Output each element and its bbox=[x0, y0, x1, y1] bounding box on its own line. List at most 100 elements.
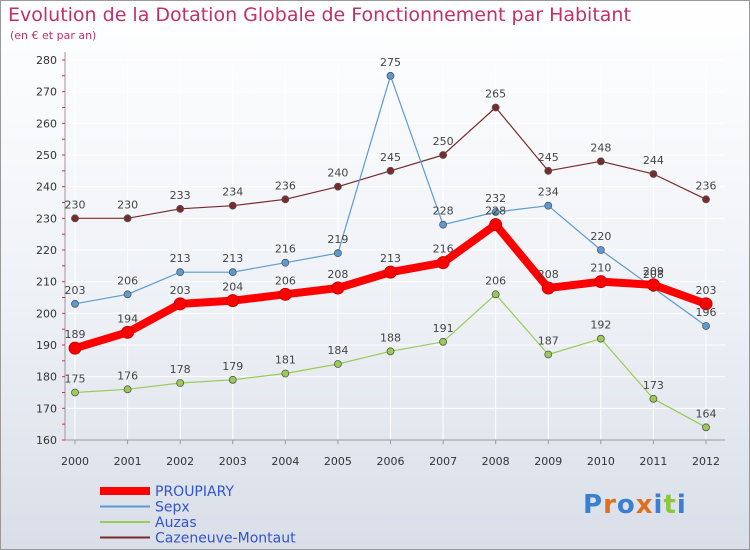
data-point bbox=[228, 268, 237, 277]
data-point bbox=[278, 287, 292, 301]
data-label: 230 bbox=[117, 198, 138, 211]
data-point bbox=[123, 385, 132, 394]
data-label: 192 bbox=[590, 319, 611, 332]
data-point bbox=[489, 218, 503, 232]
y-tick-label: 250 bbox=[36, 149, 57, 162]
data-point bbox=[699, 297, 713, 311]
data-label: 208 bbox=[327, 268, 348, 281]
data-point bbox=[544, 350, 553, 359]
data-label: 232 bbox=[485, 192, 506, 205]
data-label: 210 bbox=[590, 262, 611, 275]
y-tick-label: 230 bbox=[36, 212, 57, 225]
data-point bbox=[702, 423, 710, 432]
y-tick-label: 200 bbox=[36, 307, 57, 320]
x-tick-label: 2010 bbox=[587, 455, 615, 468]
data-label: 179 bbox=[222, 360, 243, 373]
y-tick-label: 170 bbox=[36, 402, 57, 415]
data-point bbox=[281, 195, 290, 204]
data-label: 240 bbox=[327, 167, 348, 180]
data-point bbox=[121, 325, 135, 339]
data-point bbox=[386, 166, 395, 175]
data-point bbox=[491, 103, 500, 112]
data-label: 216 bbox=[433, 243, 454, 256]
data-label: 245 bbox=[538, 151, 559, 164]
data-label: 203 bbox=[170, 284, 191, 297]
data-label: 187 bbox=[538, 335, 559, 348]
data-point bbox=[439, 220, 447, 229]
data-point bbox=[596, 334, 605, 343]
data-point bbox=[226, 294, 240, 308]
y-tick-label: 220 bbox=[36, 244, 57, 257]
data-label: 248 bbox=[590, 141, 611, 154]
data-point bbox=[384, 265, 397, 279]
data-point bbox=[386, 347, 395, 356]
x-tick-label: 2012 bbox=[692, 455, 720, 468]
data-point bbox=[71, 299, 79, 308]
axes bbox=[62, 52, 725, 444]
x-tick-label: 2011 bbox=[639, 455, 667, 468]
data-point bbox=[176, 204, 185, 213]
x-tick-label: 2005 bbox=[324, 455, 352, 468]
data-label: 206 bbox=[485, 274, 506, 287]
x-tick-label: 2003 bbox=[219, 455, 247, 468]
data-label: 191 bbox=[433, 322, 454, 335]
data-label: 219 bbox=[327, 233, 348, 246]
y-tick-label: 190 bbox=[36, 339, 57, 352]
data-label: 233 bbox=[170, 189, 191, 202]
data-label: 206 bbox=[117, 274, 138, 287]
data-label: 176 bbox=[117, 369, 138, 382]
x-tick-label: 2000 bbox=[61, 455, 89, 468]
data-label: 220 bbox=[590, 230, 611, 243]
grid-lines bbox=[65, 59, 725, 441]
x-tick-label: 2004 bbox=[271, 455, 299, 468]
data-point bbox=[544, 166, 553, 175]
data-point bbox=[436, 256, 450, 270]
data-point bbox=[596, 246, 605, 254]
data-point bbox=[68, 341, 82, 355]
data-label: 213 bbox=[170, 252, 191, 265]
data-label: 208 bbox=[643, 268, 664, 281]
data-label: 230 bbox=[65, 198, 86, 211]
x-tick-labels: 2000 2001 2002 2003 2004 2005 2006 2007 2008 2009… bbox=[61, 455, 720, 468]
data-label: 203 bbox=[65, 284, 86, 297]
legend-label: PROUPIARY bbox=[155, 484, 234, 500]
y-tick-label: 240 bbox=[36, 181, 57, 194]
data-label: 181 bbox=[275, 354, 296, 367]
data-point bbox=[71, 214, 79, 223]
data-label: 216 bbox=[275, 243, 296, 256]
x-tick-label: 2008 bbox=[482, 455, 510, 468]
x-tick-label: 2002 bbox=[166, 455, 194, 468]
chart-subtitle: (en € et par an) bbox=[10, 29, 97, 42]
data-point bbox=[123, 290, 132, 299]
y-tick-label: 180 bbox=[36, 371, 57, 384]
data-label: 234 bbox=[538, 186, 559, 199]
data-point bbox=[176, 379, 185, 387]
proxiti-logo: Proxiti bbox=[583, 490, 687, 520]
data-labels: 189 194 203 204 206 208 213 216 228 208 210 209 203 2… bbox=[65, 56, 717, 421]
data-point bbox=[334, 360, 342, 368]
data-label: 213 bbox=[222, 252, 243, 265]
data-label: 250 bbox=[433, 135, 454, 148]
data-point bbox=[649, 170, 658, 178]
data-label: 203 bbox=[696, 284, 717, 297]
x-tick-label: 2001 bbox=[114, 455, 142, 468]
legend-label: Sepx bbox=[155, 500, 190, 516]
data-point bbox=[594, 275, 608, 289]
x-tick-label: 2007 bbox=[429, 455, 457, 468]
data-point bbox=[702, 195, 710, 204]
y-tick-label: 280 bbox=[36, 54, 57, 67]
data-label: 236 bbox=[696, 179, 717, 192]
data-point bbox=[176, 268, 185, 277]
data-label: 189 bbox=[65, 328, 86, 341]
y-tick-label: 270 bbox=[36, 86, 57, 99]
data-label: 204 bbox=[222, 281, 243, 294]
data-point bbox=[702, 322, 710, 330]
data-point bbox=[544, 201, 553, 210]
data-point bbox=[123, 214, 132, 223]
data-label: 184 bbox=[327, 344, 348, 357]
data-point bbox=[649, 394, 658, 403]
data-point bbox=[331, 281, 345, 295]
data-point bbox=[439, 151, 447, 159]
